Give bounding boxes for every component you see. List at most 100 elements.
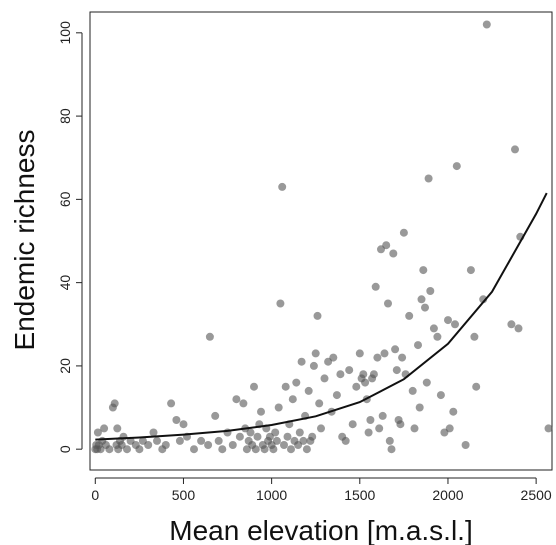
data-point bbox=[287, 445, 295, 454]
data-point bbox=[283, 432, 292, 441]
data-point bbox=[544, 424, 553, 433]
data-point bbox=[371, 282, 380, 291]
data-point bbox=[514, 324, 523, 333]
data-point bbox=[385, 436, 394, 445]
data-point bbox=[341, 436, 350, 445]
data-point bbox=[366, 416, 375, 424]
data-point bbox=[288, 395, 297, 404]
data-point bbox=[302, 445, 311, 454]
data-point bbox=[361, 378, 370, 387]
data-point bbox=[451, 320, 459, 329]
data-point bbox=[452, 162, 461, 171]
data-point bbox=[470, 332, 479, 341]
data-point bbox=[369, 370, 378, 379]
data-point bbox=[93, 428, 102, 437]
data-point bbox=[278, 182, 287, 191]
data-point bbox=[250, 382, 258, 391]
data-point bbox=[135, 445, 144, 454]
data-point bbox=[359, 370, 368, 379]
x-axis: 0 500 1000 1500 2000 2500 bbox=[91, 477, 552, 503]
data-point bbox=[348, 420, 357, 429]
data-point bbox=[144, 441, 153, 449]
data-point bbox=[417, 295, 426, 304]
data-point bbox=[429, 324, 438, 333]
data-point bbox=[507, 320, 516, 329]
data-point bbox=[153, 436, 161, 445]
data-point bbox=[419, 266, 428, 275]
data-point bbox=[317, 424, 325, 433]
data-point bbox=[105, 445, 114, 454]
data-point bbox=[214, 436, 223, 445]
data-point bbox=[436, 391, 445, 400]
data-point bbox=[295, 428, 304, 437]
data-point bbox=[332, 391, 341, 400]
data-point bbox=[272, 436, 281, 445]
data-point bbox=[299, 436, 308, 445]
fit-curve bbox=[95, 192, 548, 441]
data-point bbox=[271, 428, 280, 437]
x-tick-label: 2000 bbox=[432, 487, 463, 503]
data-point bbox=[292, 378, 301, 387]
data-point bbox=[399, 228, 408, 237]
y-tick-label: 100 bbox=[57, 21, 73, 45]
data-point bbox=[205, 332, 214, 341]
data-point bbox=[415, 403, 424, 412]
data-point bbox=[405, 311, 414, 320]
data-point bbox=[251, 445, 260, 454]
data-point bbox=[161, 441, 170, 449]
y-tick-label: 20 bbox=[57, 358, 73, 374]
data-point bbox=[315, 399, 324, 408]
data-point bbox=[466, 266, 475, 275]
points-layer bbox=[91, 20, 553, 454]
data-point bbox=[232, 395, 241, 404]
data-point bbox=[424, 174, 433, 183]
data-point bbox=[274, 403, 283, 412]
data-point bbox=[329, 353, 338, 362]
data-point bbox=[239, 399, 248, 408]
data-point bbox=[175, 436, 184, 445]
data-point bbox=[392, 366, 401, 375]
data-point bbox=[375, 424, 384, 433]
data-point bbox=[449, 407, 458, 416]
data-point bbox=[149, 428, 158, 437]
data-point bbox=[308, 432, 317, 441]
data-point bbox=[426, 287, 435, 295]
data-point bbox=[313, 311, 322, 320]
data-point bbox=[269, 445, 278, 454]
data-point bbox=[260, 445, 269, 454]
data-point bbox=[511, 145, 519, 154]
data-point bbox=[309, 361, 318, 370]
data-point bbox=[235, 432, 244, 441]
y-tick-label: 40 bbox=[57, 275, 73, 291]
y-tick-label: 80 bbox=[57, 108, 73, 124]
data-point bbox=[384, 299, 392, 308]
data-point bbox=[352, 382, 361, 391]
data-point bbox=[378, 411, 387, 420]
y-tick-label: 0 bbox=[57, 445, 73, 453]
x-tick-label: 500 bbox=[172, 487, 196, 503]
data-point bbox=[444, 316, 452, 325]
x-tick-label: 0 bbox=[91, 487, 99, 503]
data-point bbox=[100, 424, 109, 433]
data-point bbox=[172, 416, 181, 424]
data-point bbox=[355, 349, 364, 358]
data-point bbox=[211, 411, 220, 420]
x-tick-label: 2500 bbox=[521, 487, 552, 503]
data-point bbox=[228, 441, 237, 449]
data-point bbox=[364, 428, 373, 437]
data-point bbox=[433, 332, 442, 341]
data-point bbox=[179, 420, 188, 429]
x-tick-label: 1000 bbox=[256, 487, 287, 503]
data-point bbox=[246, 428, 255, 437]
data-point bbox=[167, 399, 176, 408]
y-axis: 0 20 40 60 80 100 bbox=[57, 21, 83, 453]
data-point bbox=[391, 345, 400, 354]
data-point bbox=[472, 382, 481, 391]
data-point bbox=[257, 407, 265, 416]
data-point bbox=[461, 441, 470, 449]
data-point bbox=[389, 249, 398, 258]
data-point bbox=[123, 445, 131, 454]
data-point bbox=[281, 382, 290, 391]
data-point bbox=[421, 303, 429, 312]
data-point bbox=[311, 349, 320, 358]
